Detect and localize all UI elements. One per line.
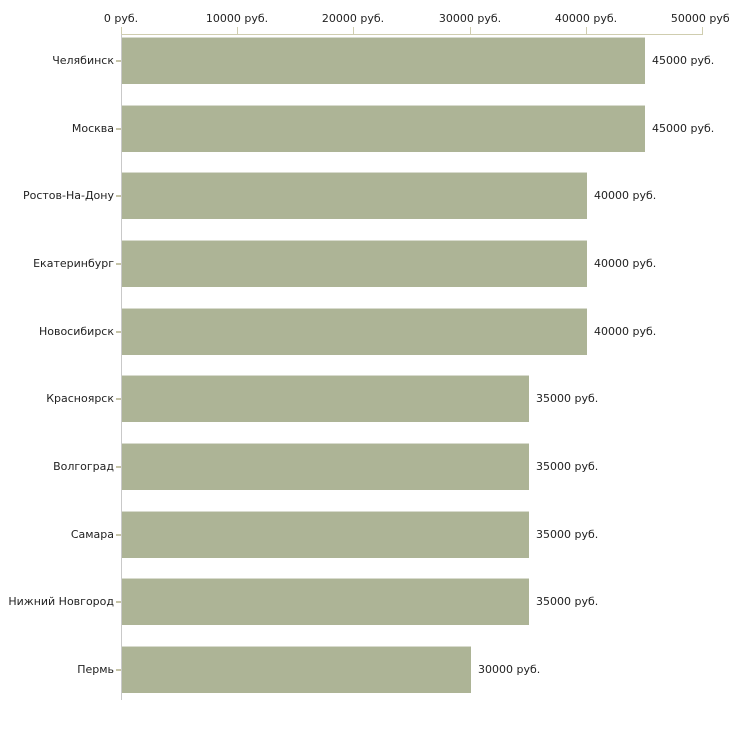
x-tick bbox=[586, 27, 587, 34]
value-label: 40000 руб. bbox=[594, 189, 657, 202]
y-tick bbox=[116, 263, 121, 265]
bar bbox=[122, 172, 587, 219]
y-tick bbox=[116, 331, 121, 333]
category-label: Красноярск bbox=[46, 392, 114, 405]
value-label: 45000 руб. bbox=[652, 122, 715, 135]
y-tick bbox=[116, 601, 121, 603]
value-label: 35000 руб. bbox=[536, 595, 599, 608]
x-tick-label: 50000 руб. bbox=[670, 12, 730, 25]
y-tick bbox=[116, 195, 121, 197]
y-tick bbox=[116, 398, 121, 400]
value-label: 35000 руб. bbox=[536, 392, 599, 405]
x-tick bbox=[702, 27, 703, 34]
category-label: Екатеринбург bbox=[33, 257, 114, 270]
value-label: 35000 руб. bbox=[536, 460, 599, 473]
category-label: Нижний Новгород bbox=[8, 595, 114, 608]
category-label: Самара bbox=[70, 528, 114, 541]
bar bbox=[122, 511, 529, 558]
bar bbox=[122, 578, 529, 625]
y-tick bbox=[116, 128, 121, 130]
category-label: Ростов-На-Дону bbox=[22, 189, 114, 202]
value-label: 40000 руб. bbox=[594, 325, 657, 338]
category-label: Волгоград bbox=[53, 460, 114, 473]
value-label: 30000 руб. bbox=[478, 663, 541, 676]
x-tick-label: 20000 руб. bbox=[321, 12, 385, 25]
x-axis-line bbox=[121, 34, 703, 35]
bar bbox=[122, 308, 587, 355]
bar bbox=[122, 375, 529, 422]
y-axis-line bbox=[121, 34, 122, 700]
y-tick bbox=[116, 534, 121, 536]
x-tick-label: 30000 руб. bbox=[438, 12, 502, 25]
x-tick bbox=[353, 27, 354, 34]
value-label: 40000 руб. bbox=[594, 257, 657, 270]
value-label: 45000 руб. bbox=[652, 54, 715, 67]
bar bbox=[122, 37, 645, 84]
y-tick bbox=[116, 669, 121, 671]
y-tick bbox=[116, 60, 121, 62]
x-tick bbox=[237, 27, 238, 34]
x-tick-label: 10000 руб. bbox=[205, 12, 269, 25]
x-tick bbox=[121, 27, 122, 34]
bar bbox=[122, 646, 471, 693]
y-tick bbox=[116, 466, 121, 468]
category-label: Пермь bbox=[77, 663, 114, 676]
value-label: 35000 руб. bbox=[536, 528, 599, 541]
category-label: Москва bbox=[71, 122, 114, 135]
category-label: Новосибирск bbox=[38, 325, 114, 338]
category-label: Челябинск bbox=[52, 54, 114, 67]
x-tick bbox=[470, 27, 471, 34]
bar bbox=[122, 240, 587, 287]
x-tick-label: 0 руб. bbox=[103, 12, 139, 25]
bar bbox=[122, 105, 645, 152]
x-tick-label: 40000 руб. bbox=[554, 12, 618, 25]
bar bbox=[122, 443, 529, 490]
